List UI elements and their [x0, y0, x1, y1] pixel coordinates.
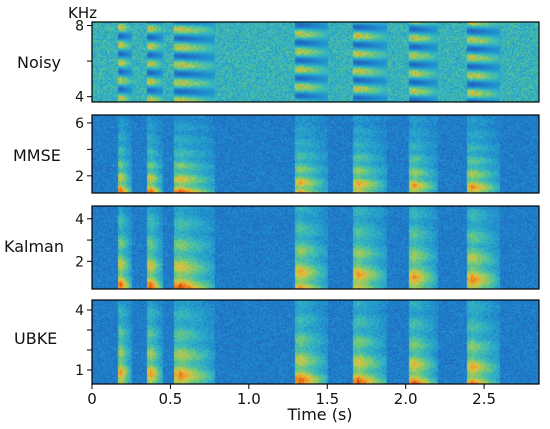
panel-frame-noisy	[91, 21, 540, 103]
y-tick-label-noisy: 4	[75, 90, 84, 106]
unit-label: KHz	[68, 4, 97, 22]
x-tick-label: 0	[87, 390, 97, 408]
x-tick-label: 0.5	[158, 390, 182, 408]
y-tick-label-mmse: 6	[75, 116, 84, 132]
x-tick-label: 2.0	[394, 390, 418, 408]
y-tick-label-noisy: 8	[75, 19, 84, 35]
y-tick-label-ubke: 1	[75, 363, 84, 379]
panel-label-noisy: Noisy	[17, 53, 61, 72]
spectrogram-kalman	[92, 206, 539, 289]
y-axis-mmse: 26	[75, 116, 92, 185]
x-tick-label: 1.5	[315, 390, 339, 408]
y-tick-label-mmse: 2	[75, 169, 84, 185]
panel-noisy: Noisy 48	[17, 19, 540, 106]
x-tick-label: 1.0	[237, 390, 261, 408]
panel-frame-mmse	[91, 114, 540, 194]
x-axis: 0 0.5 1.0 1.5 2.0 2.5	[87, 384, 496, 408]
y-axis-noisy: 48	[75, 19, 92, 106]
panel-label-ubke: UBKE	[14, 329, 57, 348]
x-tick-label: 2.5	[472, 390, 496, 408]
spectrogram-noisy	[92, 22, 539, 102]
panel-label-mmse: MMSE	[13, 146, 61, 165]
spectrogram-ubke	[92, 300, 539, 384]
y-tick-label-ubke: 4	[75, 303, 84, 319]
y-tick-label-kalman: 4	[75, 212, 84, 228]
panel-kalman: Kalman 24	[4, 205, 540, 290]
y-axis-kalman: 24	[75, 212, 92, 270]
y-axis-ubke: 14	[75, 303, 92, 379]
x-axis-label: Time (s)	[286, 405, 352, 424]
spectrogram-mmse	[92, 115, 539, 193]
panel-mmse: MMSE 26	[13, 114, 540, 194]
panel-ubke: UBKE 14	[14, 299, 540, 385]
y-tick-label-kalman: 2	[75, 254, 84, 270]
panel-frame-ubke	[91, 299, 540, 385]
panel-frame-kalman	[91, 205, 540, 290]
panel-label-kalman: Kalman	[4, 237, 64, 256]
